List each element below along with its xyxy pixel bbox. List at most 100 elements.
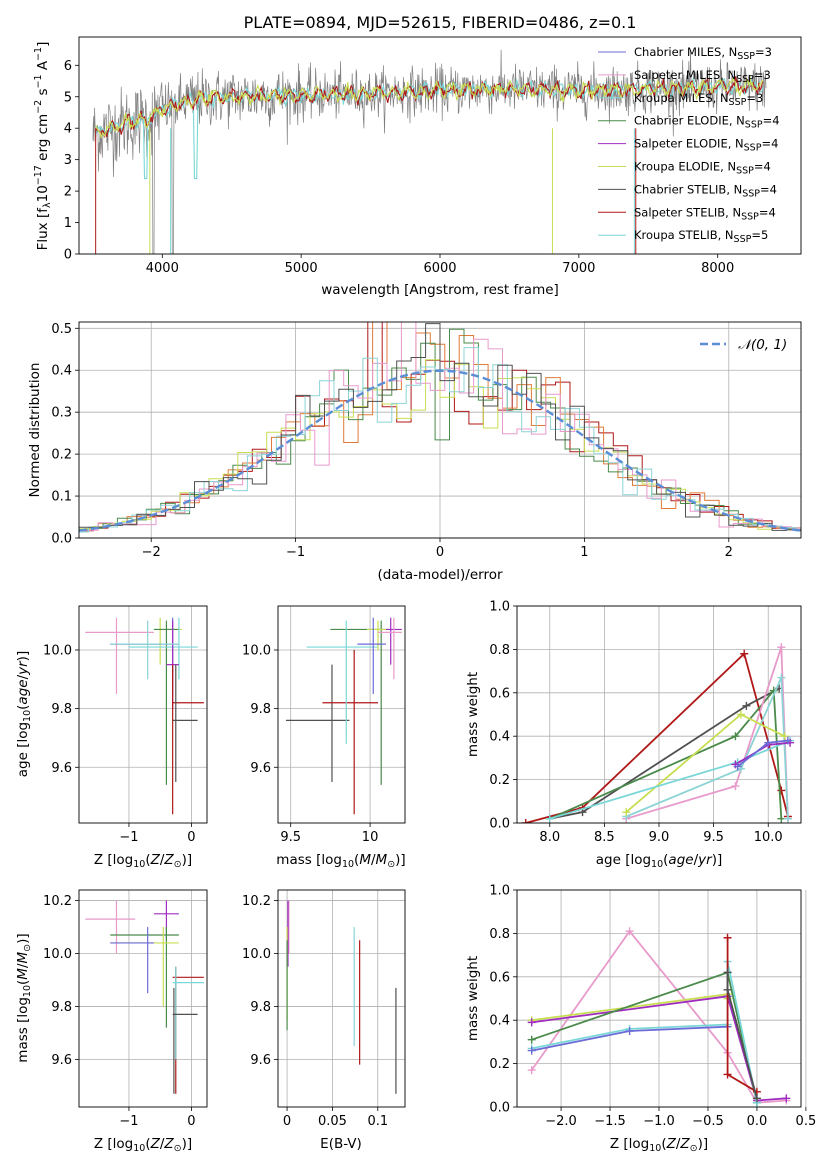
axes-age_vs_Z: −1 0 9.6 9.8 10.0 bbox=[43, 605, 208, 845]
x-tick-label: 0 bbox=[187, 830, 195, 845]
y-tick-label: 9.6 bbox=[250, 1053, 271, 1068]
x-axis-label: Z [log10(Z/Z⊙)] bbox=[94, 1136, 192, 1154]
weight-point-marker bbox=[777, 786, 786, 795]
weight-point-marker bbox=[527, 1046, 536, 1055]
weight-point-marker bbox=[527, 1035, 536, 1044]
y-tick-label: 10.2 bbox=[242, 894, 271, 909]
axes-mass_vs_ebv: 0 0.05 0.1 9.6 9.8 10.0 10.2 bbox=[242, 889, 406, 1129]
y-tick-label: 0.2 bbox=[51, 448, 72, 463]
x-tick-label: −1 bbox=[119, 830, 138, 845]
chart-title: PLATE=0894, MJD=52615, FIBERID=0486, z=0… bbox=[244, 13, 637, 32]
x-tick-label: 8.0 bbox=[539, 830, 560, 845]
y-tick-label: 0.4 bbox=[489, 1014, 510, 1029]
axes-frame bbox=[277, 605, 406, 824]
weight-point-marker bbox=[723, 985, 732, 994]
x-axis-label: age [log10(age/yr)] bbox=[596, 852, 722, 870]
x-tick-label: 9.5 bbox=[280, 830, 301, 845]
y-tick-label: 0.8 bbox=[489, 643, 510, 658]
residual-histogram bbox=[79, 347, 801, 533]
legend-label: Chabrier ELODIE, NSSP=4 bbox=[634, 114, 780, 131]
plot-area-age_vs_mass bbox=[285, 617, 402, 815]
y-tick-label: 6 bbox=[64, 59, 72, 74]
plot-area-spectrum bbox=[92, 49, 767, 254]
weight-series-line bbox=[531, 971, 758, 1103]
y-tick-label: 0.3 bbox=[51, 406, 72, 421]
legend-label: Chabrier STELIB, NSSP=4 bbox=[634, 182, 777, 199]
y-tick-label: 9.8 bbox=[250, 702, 271, 717]
legend-label: Chabrier MILES, NSSP=3 bbox=[634, 45, 772, 62]
weight-point-marker bbox=[723, 968, 732, 977]
axes-weight_vs_Z: −2.0 −1.5 −1.0 −0.5 0.0 0.5 0.0 0.2 0.4 0.6 0.8 1.0 bbox=[489, 884, 816, 1130]
model-spectrum-line bbox=[95, 76, 764, 138]
residual-histogram bbox=[79, 322, 801, 532]
y-tick-label: 0.1 bbox=[51, 490, 72, 505]
x-tick-label: 8.5 bbox=[594, 830, 615, 845]
y-tick-label: 0.0 bbox=[489, 1101, 510, 1116]
y-tick-label: 0 bbox=[64, 248, 72, 263]
weight-point-marker bbox=[782, 1094, 791, 1103]
y-tick-label: 4 bbox=[64, 122, 72, 137]
legend-label: Salpeter MILES, NSSP=3 bbox=[634, 68, 771, 85]
spectrum-legend: Chabrier MILES, NSSP=3 Salpeter MILES, NS… bbox=[598, 45, 780, 245]
y-tick-label: 10.0 bbox=[43, 643, 72, 658]
weight-series-line bbox=[549, 687, 780, 820]
x-tick-label: 7000 bbox=[562, 261, 595, 276]
y-tick-label: 9.8 bbox=[250, 1000, 271, 1015]
plot-area-weight_vs_age bbox=[521, 643, 795, 823]
y-tick-label: 0.5 bbox=[51, 322, 72, 337]
x-tick-label: 0 bbox=[283, 1114, 291, 1129]
y-tick-label: 1.0 bbox=[489, 600, 510, 615]
y-tick-label: 0.4 bbox=[51, 364, 72, 379]
weight-point-marker bbox=[736, 710, 745, 719]
y-tick-label: 9.8 bbox=[51, 702, 72, 717]
x-tick-label: −0.5 bbox=[692, 1114, 724, 1129]
axes-frame bbox=[78, 36, 802, 255]
y-tick-label: 10.0 bbox=[242, 947, 271, 962]
legend-label: Salpeter ELODIE, NSSP=4 bbox=[634, 137, 778, 154]
y-tick-label: 9.6 bbox=[51, 1053, 72, 1068]
x-tick-label: −1 bbox=[119, 1114, 138, 1129]
weight-series-line bbox=[549, 688, 783, 820]
axes-frame bbox=[516, 605, 802, 824]
residual-histogram bbox=[79, 322, 801, 532]
legend-label: Kroupa MILES, NSSP=3 bbox=[634, 91, 763, 108]
weight-point-marker bbox=[733, 762, 742, 771]
weight-point-marker bbox=[777, 643, 786, 652]
y-axis-label: mass weight bbox=[465, 956, 481, 1041]
axes-age_vs_mass: 9.5 10 9.6 9.8 10.0 bbox=[242, 605, 406, 845]
axes-frame bbox=[78, 321, 802, 539]
x-tick-label: −2 bbox=[142, 545, 161, 560]
normal-reference-curve bbox=[79, 369, 801, 532]
x-tick-label: 10.0 bbox=[754, 830, 783, 845]
y-tick-label: 9.8 bbox=[51, 1000, 72, 1015]
y-tick-label: 0.6 bbox=[489, 686, 510, 701]
x-tick-label: −1 bbox=[286, 545, 305, 560]
legend-label: Kroupa ELODIE, NSSP=4 bbox=[634, 160, 771, 177]
weight-series-line bbox=[625, 713, 786, 813]
axes-spectrum: 4000 5000 6000 7000 8000 0 1 2 3 4 5 6 bbox=[64, 36, 802, 276]
weight-point-marker bbox=[527, 1066, 536, 1075]
weight-series-line bbox=[625, 677, 789, 819]
weight-point-marker bbox=[780, 732, 789, 741]
plot-area-residuals bbox=[79, 322, 801, 533]
y-axis-label: age [log10(age/yr)] bbox=[15, 651, 33, 777]
x-tick-label: 10 bbox=[362, 830, 379, 845]
y-axis-label: mass [log10(M/M⊙)] bbox=[15, 933, 33, 1062]
weight-point-marker bbox=[625, 1027, 634, 1036]
weight-point-marker bbox=[622, 808, 631, 817]
weight-series-line bbox=[531, 961, 758, 1103]
axes-frame bbox=[277, 889, 406, 1108]
y-tick-label: 0.6 bbox=[489, 970, 510, 985]
plot-area-weight_vs_Z bbox=[527, 927, 791, 1107]
x-axis-label: Z [log10(Z/Z⊙)] bbox=[610, 1136, 708, 1154]
weight-series-line bbox=[531, 995, 787, 1102]
y-tick-label: 3 bbox=[64, 153, 72, 168]
weight-point-marker bbox=[527, 1018, 536, 1027]
y-tick-label: 10.0 bbox=[43, 947, 72, 962]
x-tick-label: 0 bbox=[436, 545, 444, 560]
x-tick-label: −1.0 bbox=[643, 1114, 675, 1129]
y-tick-label: 0.2 bbox=[489, 1057, 510, 1072]
x-tick-label: 2 bbox=[725, 545, 733, 560]
x-axis-label: Z [log10(Z/Z⊙)] bbox=[94, 852, 192, 870]
